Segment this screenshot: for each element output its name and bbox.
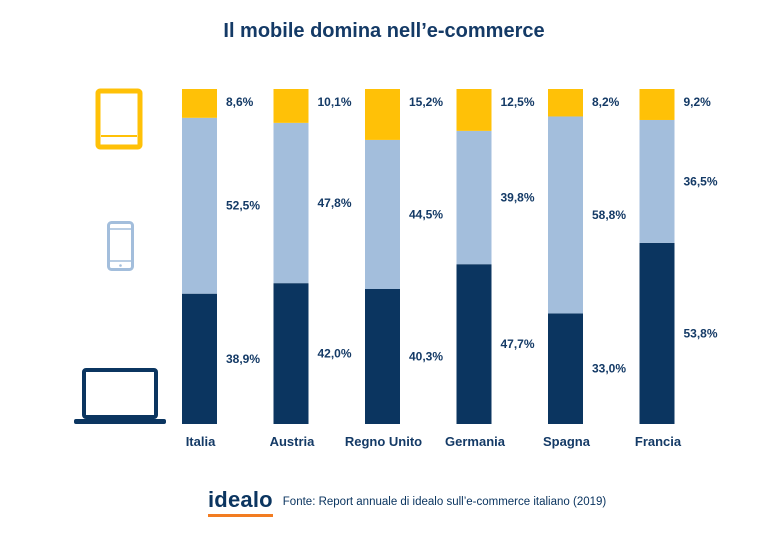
data-label-desktop: 42,0% — [318, 347, 352, 361]
category-label: Austria — [270, 434, 316, 449]
category-label: Francia — [635, 434, 682, 449]
category-label: Italia — [186, 434, 216, 449]
bar-segment-desktop — [456, 264, 492, 424]
bar-segment-smartphone — [456, 130, 492, 265]
data-label-desktop: 47,7% — [501, 337, 535, 351]
category-label: Regno Unito — [345, 434, 422, 449]
bar-segment-smartphone — [182, 117, 217, 294]
bar-segment-smartphone — [548, 116, 583, 314]
logo-underline — [208, 514, 273, 517]
data-label-tablet: 8,2% — [592, 95, 620, 109]
bar-segment-tablet — [365, 89, 400, 140]
bar-segment-desktop — [639, 242, 675, 424]
logo-text: idealo — [208, 487, 273, 512]
chart-title: Il mobile domina nell’e-commerce — [223, 20, 545, 42]
bar-segment-desktop — [365, 288, 400, 424]
data-label-smartphone: 39,8% — [501, 191, 535, 205]
data-label-tablet: 12,5% — [501, 95, 535, 109]
bar-segment-tablet — [273, 89, 309, 123]
data-label-tablet: 8,6% — [226, 95, 254, 109]
bar-segment-smartphone — [365, 139, 400, 289]
bar-segment-desktop — [273, 283, 309, 424]
category-label: Spagna — [543, 434, 591, 449]
data-label-tablet: 10,1% — [318, 95, 352, 109]
source-note: Fonte: Report annuale di idealo sull’e-c… — [282, 496, 607, 508]
data-label-smartphone: 47,8% — [318, 196, 352, 210]
bar-segment-desktop — [182, 293, 217, 424]
data-label-smartphone: 36,5% — [684, 174, 718, 188]
idealo-logo[interactable]: idealo — [208, 487, 273, 517]
laptop-icon — [74, 368, 166, 424]
bar-segment-smartphone — [273, 122, 309, 284]
bar-segment-tablet — [456, 89, 492, 131]
bar-segment-desktop — [548, 313, 583, 424]
data-label-tablet: 9,2% — [684, 95, 712, 109]
category-label: Germania — [445, 434, 506, 449]
data-label-smartphone: 52,5% — [226, 199, 260, 213]
data-label-tablet: 15,2% — [409, 95, 443, 109]
footer: idealo Fonte: Report annuale di idealo s… — [208, 487, 606, 517]
bar-segment-tablet — [182, 89, 217, 118]
bar-segment-smartphone — [639, 119, 675, 243]
data-label-smartphone: 58,8% — [592, 208, 626, 222]
data-label-desktop: 33,0% — [592, 362, 626, 376]
data-label-desktop: 40,3% — [409, 349, 443, 363]
data-label-desktop: 38,9% — [226, 352, 260, 366]
bar-segment-tablet — [639, 89, 675, 120]
data-label-smartphone: 44,5% — [409, 207, 443, 221]
bar-segment-tablet — [548, 89, 583, 117]
smartphone-icon — [107, 221, 134, 271]
tablet-icon — [95, 88, 143, 150]
data-label-desktop: 53,8% — [684, 326, 718, 340]
stacked-bar-chart: 38,9% 52,5% 8,6% Italia 42,0% 47,8% 10,1% Austr… — [74, 88, 718, 449]
